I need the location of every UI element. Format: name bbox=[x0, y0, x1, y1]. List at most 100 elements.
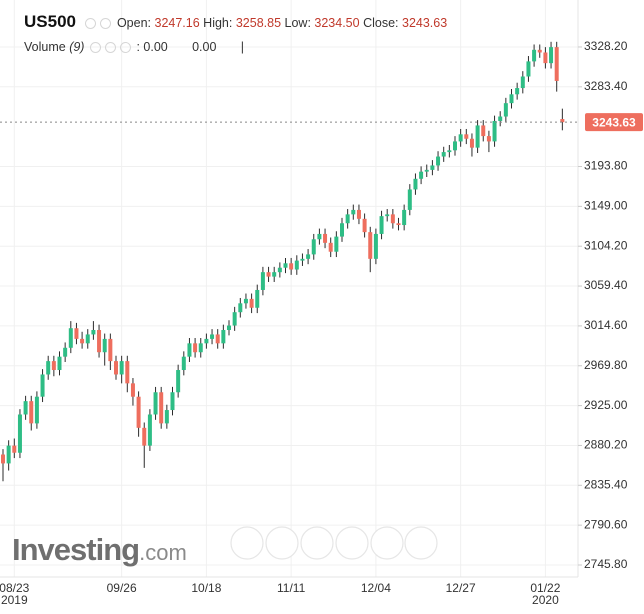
candle-body bbox=[464, 134, 469, 139]
candle-body bbox=[492, 120, 497, 142]
candle-body bbox=[227, 325, 231, 330]
candle-body bbox=[345, 214, 350, 224]
high-label: High: bbox=[203, 16, 233, 30]
candle-body bbox=[6, 445, 11, 464]
x-tick-label: 09/26 bbox=[107, 581, 137, 595]
candle-body bbox=[125, 361, 130, 384]
candle-body bbox=[136, 396, 141, 428]
low-label: Low: bbox=[284, 16, 311, 30]
candle-body bbox=[181, 356, 186, 371]
candle-body bbox=[402, 209, 407, 226]
candle-body bbox=[441, 152, 446, 157]
candle-body bbox=[520, 76, 525, 89]
candle-body bbox=[91, 329, 96, 335]
candle-body bbox=[447, 150, 452, 153]
x-tick-sublabel: 2019 bbox=[1, 593, 28, 607]
candle-body bbox=[12, 445, 17, 453]
candle-body bbox=[424, 169, 429, 172]
settings-icon[interactable] bbox=[104, 42, 116, 54]
candle-body bbox=[63, 347, 68, 357]
y-tick-label: 2880.20 bbox=[584, 438, 628, 452]
candle-body bbox=[147, 414, 152, 446]
candle-body bbox=[170, 392, 175, 411]
eye-icon[interactable] bbox=[85, 18, 97, 30]
volume-separator: : bbox=[136, 40, 140, 54]
zoom-out-button[interactable] bbox=[265, 526, 299, 560]
candle-body bbox=[458, 134, 463, 142]
zoom-in-button[interactable] bbox=[335, 526, 369, 560]
zoom-controls[interactable] bbox=[230, 526, 438, 560]
scroll-left-button[interactable] bbox=[230, 526, 264, 560]
candle-body bbox=[436, 156, 441, 166]
settings-icon[interactable] bbox=[100, 18, 112, 30]
candle-body bbox=[57, 356, 62, 371]
volume-value: 0.00 bbox=[143, 40, 168, 54]
last-price-tag bbox=[585, 113, 643, 132]
candle-body bbox=[486, 136, 491, 142]
candle-body bbox=[362, 218, 367, 233]
candle-body bbox=[266, 272, 271, 277]
candle-body bbox=[306, 254, 311, 259]
candle-body bbox=[453, 141, 457, 151]
y-tick-label: 3059.40 bbox=[584, 278, 628, 292]
volume-ma-value: 0.00 bbox=[192, 40, 217, 54]
candle-body bbox=[390, 214, 395, 224]
y-tick-label: 2745.80 bbox=[584, 557, 628, 571]
candle-body bbox=[176, 370, 181, 393]
candle-body bbox=[532, 49, 537, 62]
candle-body bbox=[215, 334, 220, 344]
candle-body bbox=[142, 427, 147, 446]
candle-body bbox=[97, 329, 102, 353]
candle-body bbox=[40, 374, 45, 397]
candle-body bbox=[272, 272, 277, 277]
candle-body bbox=[187, 343, 192, 357]
candle-body bbox=[108, 338, 113, 362]
candle-body bbox=[311, 239, 316, 255]
candle-body bbox=[515, 88, 520, 95]
candle-body bbox=[396, 223, 401, 226]
last-price-label: 3243.63 bbox=[592, 115, 636, 129]
eye-icon[interactable] bbox=[89, 42, 101, 54]
candle-body bbox=[379, 216, 384, 234]
candle-body bbox=[340, 223, 344, 237]
candle-body bbox=[51, 361, 56, 371]
y-tick-label: 2790.60 bbox=[584, 517, 628, 531]
candle-body bbox=[198, 343, 203, 353]
candle-body bbox=[543, 52, 548, 64]
candle-body bbox=[481, 125, 486, 137]
y-tick-label: 2969.80 bbox=[584, 358, 628, 372]
candle-body bbox=[130, 383, 135, 397]
candle-body bbox=[29, 401, 34, 424]
candle-body bbox=[475, 125, 480, 148]
candle-body bbox=[74, 328, 79, 339]
close-icon[interactable] bbox=[119, 42, 131, 54]
ohlc-legend: US500 Open: 3247.16 High: 3258.85 Low: 3… bbox=[24, 12, 447, 32]
candle-body bbox=[85, 334, 90, 344]
scroll-right-button[interactable] bbox=[404, 526, 438, 560]
candle-body bbox=[1, 454, 5, 464]
candle-body bbox=[373, 233, 378, 259]
y-tick-label: 3014.60 bbox=[584, 318, 628, 332]
candle-body bbox=[23, 401, 28, 415]
candle-body bbox=[243, 298, 248, 304]
x-tick-label: 12/04 bbox=[361, 581, 391, 595]
candle-body bbox=[17, 414, 22, 453]
zoom-reset-button[interactable] bbox=[300, 526, 334, 560]
candle-body bbox=[193, 343, 198, 353]
candle-body bbox=[413, 178, 418, 190]
low-value: 3234.50 bbox=[314, 16, 360, 30]
candle-body bbox=[260, 272, 265, 290]
candle-body bbox=[232, 312, 237, 326]
fit-button[interactable] bbox=[370, 526, 404, 560]
candle-body bbox=[68, 328, 73, 348]
close-value: 3243.63 bbox=[402, 16, 448, 30]
candle-body bbox=[164, 410, 169, 424]
watermark-brand: Investing bbox=[12, 532, 140, 567]
x-tick-label: 12/27 bbox=[446, 581, 476, 595]
candle-body bbox=[554, 47, 559, 81]
candle-body bbox=[526, 61, 531, 77]
y-tick-label: 2835.40 bbox=[584, 477, 628, 491]
candle-body bbox=[323, 233, 328, 243]
